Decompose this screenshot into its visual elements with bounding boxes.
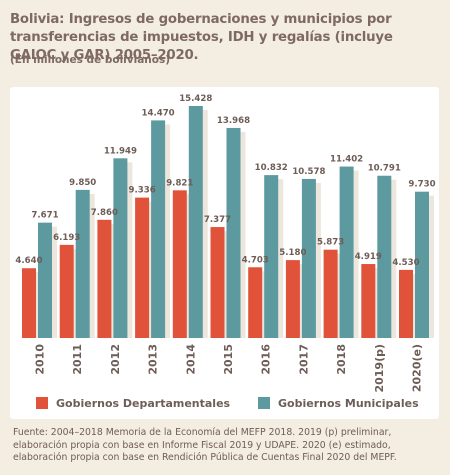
bar-departamentales-2013 [135, 197, 150, 338]
bar-municipales-2014 [188, 106, 203, 338]
legend-label-departamentales: Gobiernos Departamentales [56, 396, 231, 410]
bar-municipales-2019(p) [377, 175, 392, 338]
category-label-2010: 2010 [34, 344, 47, 375]
chart-title: Bolivia: Ingresos de gobernaciones y mun… [10, 12, 393, 63]
value-label-municipales-2019(p): 10.791 [368, 164, 401, 174]
category-label-2019(p): 2019(p) [373, 344, 386, 393]
legend: Gobiernos Departamentales Gobiernos Muni… [36, 393, 436, 413]
value-label-departamentales-2014: 9.821 [166, 178, 193, 188]
value-label-municipales-2011: 9.850 [69, 178, 96, 188]
value-label-departamentales-2017: 5.180 [279, 248, 306, 258]
category-label-2014: 2014 [184, 344, 197, 375]
bar-departamentales-2016 [248, 267, 263, 338]
bar-departamentales-2011 [59, 244, 74, 338]
bar-departamentales-2010 [22, 268, 36, 338]
value-label-municipales-2012: 11.949 [104, 146, 137, 156]
bar-departamentales-2012 [97, 219, 112, 338]
value-label-municipales-2014: 15.428 [179, 94, 212, 104]
category-label-2018: 2018 [335, 344, 348, 375]
value-label-departamentales-2018: 5.873 [317, 238, 344, 248]
bar-municipales-2018 [339, 166, 354, 338]
category-labels-group: 2010 2011 2012 2013 2014 2015 2016 2017 2018 2019… [34, 344, 424, 393]
bar-municipales-2020(e) [415, 191, 429, 338]
bar-municipales-2015 [226, 127, 241, 338]
category-label-2015: 2015 [222, 344, 235, 375]
bar-municipales-2017 [301, 178, 316, 338]
bar-departamentales-2017 [285, 260, 300, 338]
category-label-2016: 2016 [260, 344, 273, 375]
value-label-departamentales-2010: 4.640 [15, 256, 42, 266]
legend-swatch-municipales [258, 397, 270, 409]
value-label-municipales-2018: 11.402 [330, 155, 363, 165]
value-label-departamentales-2020(e): 4.530 [392, 258, 419, 268]
value-label-departamentales-2012: 7.860 [91, 208, 118, 218]
category-label-2017: 2017 [297, 344, 310, 375]
bar-municipales-2011 [75, 189, 90, 338]
value-label-municipales-2010: 7.671 [31, 211, 58, 221]
category-label-2020(e): 2020(e) [411, 344, 424, 392]
source-note: Fuente: 2004–2018 Memoria de la Economía… [13, 427, 397, 463]
bars-group [22, 106, 434, 339]
value-label-municipales-2015: 13.968 [217, 116, 250, 126]
chart-subtitle: (En millones de bolivianos) [10, 54, 171, 66]
value-label-departamentales-2019(p): 4.919 [355, 252, 382, 262]
legend-item-municipales: Gobiernos Municipales [258, 393, 419, 413]
value-label-departamentales-2016: 4.703 [242, 255, 269, 265]
legend-swatch-departamentales [36, 397, 48, 409]
bar-departamentales-2020(e) [399, 269, 413, 338]
value-label-departamentales-2011: 6.193 [53, 233, 80, 243]
value-label-municipales-2017: 10.578 [292, 167, 325, 177]
legend-label-municipales: Gobiernos Municipales [278, 396, 419, 410]
value-label-municipales-2020(e): 9.730 [408, 180, 435, 190]
value-label-municipales-2016: 10.832 [255, 163, 288, 173]
bar-departamentales-2014 [172, 190, 187, 338]
category-label-2013: 2013 [147, 344, 160, 375]
bar-municipales-2012 [113, 158, 128, 338]
legend-item-departamentales: Gobiernos Departamentales [36, 393, 230, 413]
value-label-departamentales-2015: 7.377 [204, 215, 231, 225]
value-labels-group: 4.640 7.671 6.193 9.850 7.860 11.949 9.336 14.4… [15, 94, 435, 268]
bar-departamentales-2019(p) [361, 264, 376, 338]
value-label-departamentales-2013: 9.336 [129, 186, 156, 196]
bar-municipales-2013 [151, 120, 166, 339]
bar-departamentales-2018 [323, 249, 338, 338]
bar-departamentales-2015 [210, 227, 225, 338]
category-label-2012: 2012 [109, 344, 122, 375]
bar-municipales-2016 [264, 175, 279, 338]
bar-municipales-2010 [38, 222, 52, 338]
value-label-municipales-2013: 14.470 [142, 108, 175, 118]
category-label-2011: 2011 [71, 344, 84, 375]
